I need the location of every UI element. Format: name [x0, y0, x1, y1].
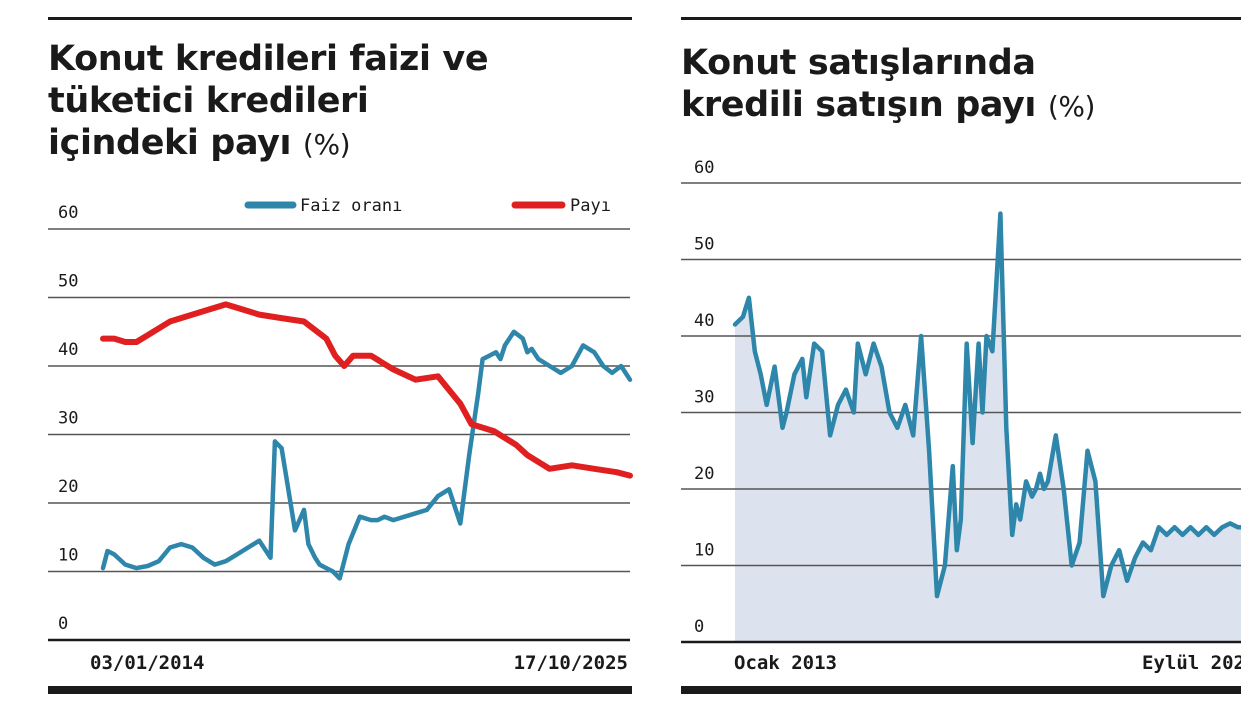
x-end-label: 17/10/2025 [514, 652, 628, 674]
y-tick-label: 40 [58, 340, 78, 360]
title-unit: (%) [302, 128, 351, 161]
chart-title: Konut satışlarında kredili satışın payı … [681, 42, 1095, 128]
y-axis-ticks: 0 10 20 30 40 50 60 [694, 158, 714, 637]
title-line: Konut kredileri faizi ve [48, 39, 489, 79]
series-line-kredili-satis [732, 211, 1241, 599]
y-tick-label: 40 [694, 311, 714, 331]
bottom-rule [681, 686, 1241, 694]
top-rule [681, 17, 1241, 20]
y-tick-label: 10 [58, 546, 78, 566]
title-unit: (%) [1047, 90, 1096, 123]
title-line: kredili satışın payı [681, 85, 1037, 125]
x-start-label: Ocak 2013 [734, 652, 837, 674]
area-fill [735, 213, 1241, 642]
grid-lines [48, 228, 630, 642]
title-line: içindeki payı [48, 123, 292, 163]
y-tick-label: 60 [58, 203, 78, 223]
y-tick-label: 30 [58, 409, 78, 429]
credit-sales-chart-svg: 0 10 20 30 40 50 60 Ocak 2013 Eylül 2025 [681, 158, 1241, 674]
chart-panel-loan-rate: Konut kredileri faizi ve tüketici kredil… [48, 17, 633, 694]
y-tick-label: 20 [694, 464, 714, 484]
x-start-label: 03/01/2014 [90, 652, 204, 674]
chart-panel-credit-sales: Konut satışlarında kredili satışın payı … [660, 0, 1241, 720]
title-line: Konut satışlarında [681, 43, 1036, 83]
y-tick-label: 50 [694, 235, 714, 255]
series-area-fill [735, 213, 1241, 642]
y-tick-label: 50 [58, 272, 78, 292]
y-tick-label: 0 [58, 614, 68, 634]
y-tick-label: 60 [694, 158, 714, 178]
y-axis-ticks: 0 10 20 30 40 50 60 [58, 203, 78, 634]
y-tick-label: 20 [58, 477, 78, 497]
series-lines [732, 211, 1241, 599]
loan-rate-chart-svg: 0 10 20 30 40 50 60 Faiz oranı Payı 03/01/2014… [48, 196, 633, 674]
x-end-label: Eylül 2025 [1142, 652, 1241, 674]
legend: Faiz oranı Payı [244, 196, 611, 216]
legend-label-share: Payı [570, 196, 611, 216]
series-lines [100, 301, 633, 581]
series-line-payi [100, 301, 633, 479]
title-line: tüketici kredileri [48, 81, 369, 121]
y-tick-label: 10 [694, 541, 714, 561]
legend-label-rate: Faiz oranı [300, 196, 402, 216]
bottom-rule [48, 686, 632, 694]
y-tick-label: 0 [694, 617, 704, 637]
chart-title: Konut kredileri faizi ve tüketici kredil… [48, 38, 489, 166]
y-tick-label: 30 [694, 388, 714, 408]
series-line-faiz-orani [100, 329, 633, 581]
top-rule [48, 17, 632, 20]
